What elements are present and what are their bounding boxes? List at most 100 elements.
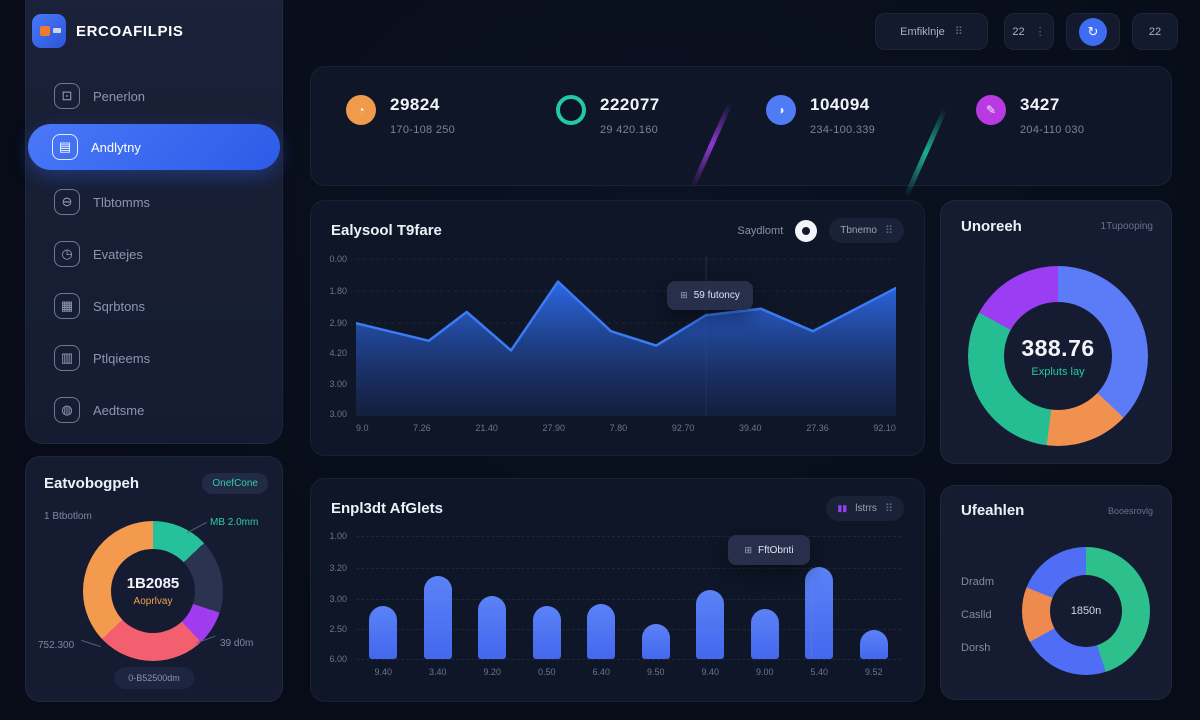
bars-icon: ▮▮ bbox=[837, 503, 848, 513]
donut-small-subtitle: Booesrovlg bbox=[1107, 505, 1153, 516]
analytics-icon: ▤ bbox=[52, 134, 78, 160]
y-tick-label: 2.50 bbox=[329, 624, 347, 634]
kpi-item: 222077 29 420.160 bbox=[556, 95, 660, 136]
tooltip-icon: ⊞ bbox=[680, 290, 688, 300]
magenta-pen-icon: ✎ bbox=[976, 95, 1006, 125]
donut-main-subtitle: 1Tupooping bbox=[1100, 221, 1153, 232]
y-tick-label: 3.20 bbox=[329, 563, 347, 573]
bar-filter-selector[interactable]: ▮▮ lstrrs ⠿ bbox=[826, 496, 904, 521]
kpi-summary-card: ◔ 29824 170-108 250 222077 29 420.160 ◑ 104094… bbox=[310, 66, 1172, 198]
minus-circle-icon: ⊖ bbox=[54, 189, 80, 215]
kpi-subvalue: 170-108 250 bbox=[390, 124, 456, 136]
user-icon: ◍ bbox=[54, 397, 80, 423]
sidebar-item-label: Sqrbtons bbox=[93, 298, 146, 314]
folder-icon: ⊡ bbox=[54, 83, 80, 109]
bar[interactable] bbox=[696, 590, 725, 659]
clock-icon: ◷ bbox=[54, 241, 80, 267]
bar[interactable] bbox=[859, 630, 888, 659]
y-tick-label: 1.80 bbox=[329, 286, 347, 296]
sidebar-item-sqrbtons[interactable]: ▦ Sqrbtons bbox=[30, 285, 278, 327]
bar[interactable] bbox=[423, 576, 452, 659]
sidebar-item-label: Andlytny bbox=[91, 139, 141, 155]
y-tick-label: 3.00 bbox=[329, 409, 347, 419]
kpi-subvalue: 234-100.339 bbox=[810, 124, 876, 136]
search-input[interactable]: Emfiklnje ⠿ bbox=[875, 13, 988, 50]
kpi-value: 3427 bbox=[1020, 95, 1060, 114]
sidebar-item-ptlqieems[interactable]: ▥ Ptlqieems bbox=[30, 337, 278, 379]
bar-filter-label: lstrrs bbox=[855, 503, 877, 514]
kpi-subvalue: 204-110 030 bbox=[1020, 124, 1085, 136]
area-chart-card: Ealysool T9fare Saydlomt Tbnemo ⠿ bbox=[310, 200, 925, 456]
donut-main-label: Expluts lay bbox=[1031, 365, 1085, 378]
x-tick-label: 39.40 bbox=[739, 423, 762, 433]
y-tick-label: 3.00 bbox=[329, 379, 347, 389]
kpi-value: 104094 bbox=[810, 95, 870, 114]
sidebar-nav: ⊡ Penerlon ▤ Andlytny ⊖ Tlbtomms ◷ Evatejes ▦ Sqr… bbox=[26, 70, 282, 436]
breakdown-value: 1B2085 bbox=[126, 575, 180, 592]
donut-small-value: 1850n bbox=[1070, 605, 1102, 617]
bar-tooltip: ⊞ FftObnti bbox=[728, 535, 810, 565]
theme-toggle[interactable] bbox=[795, 219, 818, 242]
y-tick-label: 1.00 bbox=[329, 531, 347, 541]
kpi-subvalue: 29 420.160 bbox=[600, 124, 659, 136]
donut-main-center: 388.76 Expluts lay bbox=[1004, 302, 1112, 410]
purple-sparkline bbox=[690, 101, 733, 189]
x-tick-label: 27.36 bbox=[806, 423, 829, 433]
bar-chart-title: Enpl3dt AfGlets bbox=[331, 500, 443, 517]
range-selector[interactable]: Tbnemo ⠿ bbox=[829, 218, 904, 243]
donut-main-value: 388.76 bbox=[1021, 334, 1095, 361]
x-tick-label: 92.70 bbox=[671, 423, 695, 433]
x-tick-label: 9.0 bbox=[356, 423, 369, 433]
y-tick-label: 0.00 bbox=[329, 254, 347, 264]
callout-top-left: 1 Btbotlom bbox=[44, 511, 92, 522]
donut-main-card: Unoreeh 1Tupooping 388.76 Expluts lay bbox=[940, 200, 1172, 464]
sidebar-item-andlytny[interactable]: ▤ Andlytny bbox=[28, 124, 280, 170]
sidebar-item-penerlon[interactable]: ⊡ Penerlon bbox=[30, 75, 278, 117]
bar[interactable] bbox=[532, 606, 561, 659]
bar[interactable] bbox=[587, 604, 616, 659]
legend-item: Caslld bbox=[961, 609, 992, 621]
breakdown-footer-pill[interactable]: 0-B52500dm bbox=[114, 667, 194, 689]
legend-item: Dorsh bbox=[961, 642, 991, 654]
kebab-icon: ⋮ bbox=[1034, 26, 1046, 38]
kpi-value: 222077 bbox=[600, 95, 660, 114]
sidebar-item-label: Ptlqieems bbox=[93, 350, 151, 366]
x-tick-label: 7.26 bbox=[413, 423, 431, 433]
legend-item: Dradm bbox=[961, 576, 995, 588]
grid-dots-icon: ⠿ bbox=[884, 225, 893, 237]
bar-x-axis: 9.40 3.40 9.20 0.50 6.40 9.50 9.40 9.00 5.40 9.52 bbox=[356, 667, 901, 677]
x-tick-label: 7.80 bbox=[609, 423, 628, 433]
range-label: Tbnemo bbox=[840, 225, 877, 236]
bar[interactable] bbox=[478, 596, 507, 659]
area-tooltip: ⊞ 59 futoncy bbox=[667, 281, 753, 310]
sidebar: ERCOAFILPIS ⊡ Penerlon ▤ Andlytny ⊖ Tlbtomms ◷… bbox=[25, 0, 283, 444]
sidebar-item-evatejes[interactable]: ◷ Evatejes bbox=[30, 233, 278, 275]
brand-name: ERCOAFILPIS bbox=[76, 22, 184, 40]
x-tick-label: 21.40 bbox=[475, 423, 498, 433]
x-tick-label: 9.40 bbox=[374, 667, 393, 677]
bar[interactable] bbox=[369, 606, 398, 659]
app-logo-icon bbox=[32, 14, 66, 48]
teal-ring-icon bbox=[556, 95, 586, 125]
bar[interactable] bbox=[750, 609, 779, 659]
sidebar-item-label: Evatejes bbox=[93, 246, 143, 262]
sidebar-item-label: Tlbtomms bbox=[93, 194, 151, 210]
area-chart-svg bbox=[354, 256, 898, 416]
callout-bottom-left: 752.300 bbox=[38, 640, 75, 651]
counter-button-b[interactable]: 22 bbox=[1132, 13, 1178, 50]
counter-button-a[interactable]: 22 ⋮ bbox=[1004, 13, 1054, 50]
grid-dots-icon: ⠿ bbox=[954, 26, 963, 38]
breakdown-center: 1B2085 Aoprlvay bbox=[111, 549, 195, 633]
kpi-item: ◔ 29824 170-108 250 bbox=[346, 95, 455, 136]
sidebar-item-tlbtomms[interactable]: ⊖ Tlbtomms bbox=[30, 181, 278, 223]
bar[interactable] bbox=[805, 567, 834, 659]
callout-top-right: MB 2.0mm bbox=[210, 517, 259, 528]
sidebar-item-aedtsme[interactable]: ◍ Aedtsme bbox=[30, 389, 278, 431]
donut-small-legend: Dradm Caslld Dorsh bbox=[961, 576, 994, 654]
breakdown-badge[interactable]: OnefCone bbox=[202, 473, 268, 494]
kpi-item: ✎ 3427 204-110 030 bbox=[976, 95, 1084, 136]
profile-button[interactable]: ↻ bbox=[1066, 13, 1120, 50]
bar[interactable] bbox=[641, 624, 670, 659]
donut-small-center: 1850n bbox=[1050, 575, 1122, 647]
